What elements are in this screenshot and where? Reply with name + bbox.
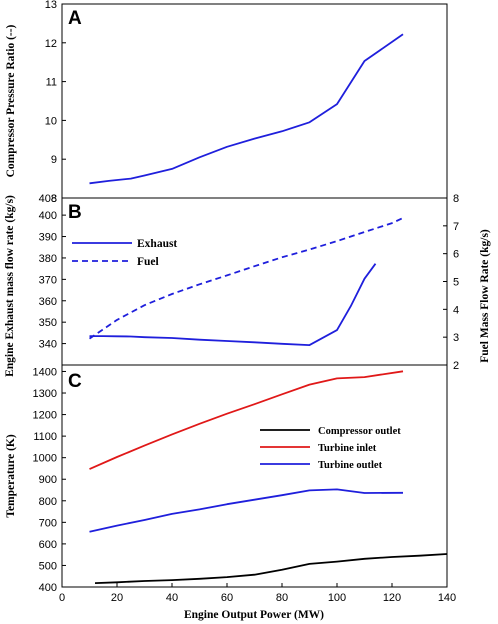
- panel-b-y2-tick-label: 8: [453, 193, 459, 205]
- panel-c-y-tick-label: 500: [39, 560, 57, 572]
- panel-b-y-tick-label: 390: [39, 232, 57, 244]
- panel-a-y-tick-label: 10: [45, 115, 57, 127]
- panel-a-y-tick-label: 11: [46, 77, 57, 89]
- panel-a-y-tick-label: 9: [51, 154, 57, 166]
- panel-c-y-tick-label: 800: [39, 496, 57, 508]
- panel-b-y2-axis-title: Fuel Mass Flow Rate (kg/s): [479, 229, 491, 363]
- legend-fuel-label: Fuel: [137, 256, 159, 268]
- panel-c-y-tick-label: 900: [39, 474, 57, 486]
- panel-c-x-tick-label: 100: [328, 592, 346, 604]
- panel-a-line-series-0: [89, 33, 404, 185]
- panel-c-y-tick-label: 400: [39, 582, 57, 594]
- panel-c-y-tick-label: 700: [39, 517, 57, 529]
- panel-a-letter: A: [68, 8, 82, 29]
- panel-c-y-tick-label: 1000: [33, 453, 57, 465]
- panel-a-y-ticks: 8 9 10 11 12 13: [45, 0, 66, 205]
- legend-exhaust-label: Exhaust: [137, 238, 177, 250]
- panel-c-legend: Compressor outlet Turbine inlet Turbine …: [260, 426, 401, 471]
- panel-c-line-compressor-outlet: [94, 553, 448, 584]
- legend-turbine-inlet-label: Turbine inlet: [318, 443, 377, 454]
- panel-c-x-tick-label: 0: [59, 592, 65, 604]
- legend-turbine-outlet-label: Turbine outlet: [318, 460, 383, 471]
- panel-a-y-axis-title: Compressor Pressure Ratio (--): [5, 24, 17, 177]
- panel-a-y-tick-label: 12: [45, 38, 57, 50]
- panel-c-y-tick-label: 1300: [33, 388, 57, 400]
- panel-c-x-ticks: 0 20 40 60 80 100 120 140: [59, 583, 456, 604]
- panel-b-legend: Exhaust Fuel: [72, 238, 177, 268]
- panel-c-y-tick-label: 1400: [33, 366, 57, 378]
- panel-b-y2-tick-label: 5: [453, 277, 459, 289]
- panel-b: B 340 350 360 370 380 390 400 408 2 3 4 5 6 7 8 Engin…: [4, 193, 491, 377]
- panel-a-frame: [61, 3, 448, 199]
- panel-c-line-turbine-inlet: [89, 370, 404, 470]
- panel-b-y2-tick-label: 3: [453, 332, 459, 344]
- panel-b-y-axis-title: Engine Exhaust mass flow rate (kg/s): [4, 195, 16, 377]
- panel-c-y-ticks: 400 500 600 700 800 900 1000 1100 1200 1300 1400: [33, 366, 66, 594]
- panel-c-y-tick-label: 1100: [33, 431, 57, 443]
- panel-b-y-tick-label: 340: [39, 339, 57, 351]
- panel-c: C 40050060070080090010001100120013001400…: [5, 364, 456, 621]
- panel-b-y2-tick-label: 6: [453, 249, 459, 261]
- panel-c-series: [89, 370, 448, 584]
- panel-b-y-tick-label: 360: [39, 296, 57, 308]
- panel-b-y-tick-label: 408: [39, 193, 57, 205]
- panel-b-y-tick-label: 350: [39, 317, 57, 329]
- panel-b-y2-ticks: 2 3 4 5 6 7 8: [443, 193, 459, 372]
- panel-b-y2-tick-label: 4: [453, 304, 459, 316]
- panel-c-y-axis-title: Temperature (K): [5, 434, 17, 518]
- panel-c-y-tick-label: 600: [39, 539, 57, 551]
- panel-b-y2-tick-label: 7: [453, 221, 459, 233]
- panel-b-y-tick-label: 370: [39, 274, 57, 286]
- panel-a-y-tick-label: 13: [45, 0, 57, 11]
- panel-a: A 8 9 10 11 12 13 Compressor Pressure Ratio (…: [5, 0, 448, 205]
- panel-a-y-tick-label: 8: [51, 193, 57, 205]
- panel-b-y-tick-label: 380: [39, 253, 57, 265]
- panel-b-series: [88, 217, 404, 347]
- panel-c-x-tick-label: 40: [166, 592, 178, 604]
- panel-c-x-tick-label: 120: [383, 592, 401, 604]
- panel-a-series: [89, 33, 404, 185]
- panel-c-x-axis-title: Engine Output Power (MW): [184, 609, 324, 621]
- legend-compressor-outlet-label: Compressor outlet: [318, 426, 401, 437]
- panel-c-x-tick-label: 140: [438, 592, 456, 604]
- panel-c-y-tick-label: 1200: [33, 410, 57, 422]
- panel-b-line-fuel: [88, 217, 404, 340]
- panel-c-x-tick-label: 60: [221, 592, 233, 604]
- panel-b-letter: B: [68, 202, 82, 223]
- panel-b-y-tick-label: 400: [39, 210, 57, 222]
- panel-c-letter: C: [68, 371, 82, 392]
- panel-b-line-exhaust: [89, 263, 377, 347]
- panel-c-x-tick-label: 20: [111, 592, 123, 604]
- panel-c-x-tick-label: 80: [276, 592, 288, 604]
- panel-b-y2-tick-label: 2: [453, 360, 459, 372]
- panel-c-line-turbine-outlet: [89, 488, 404, 533]
- panel-b-y-ticks: 340 350 360 370 380 390 400 408: [39, 193, 66, 351]
- panel-c-frame: [61, 364, 448, 588]
